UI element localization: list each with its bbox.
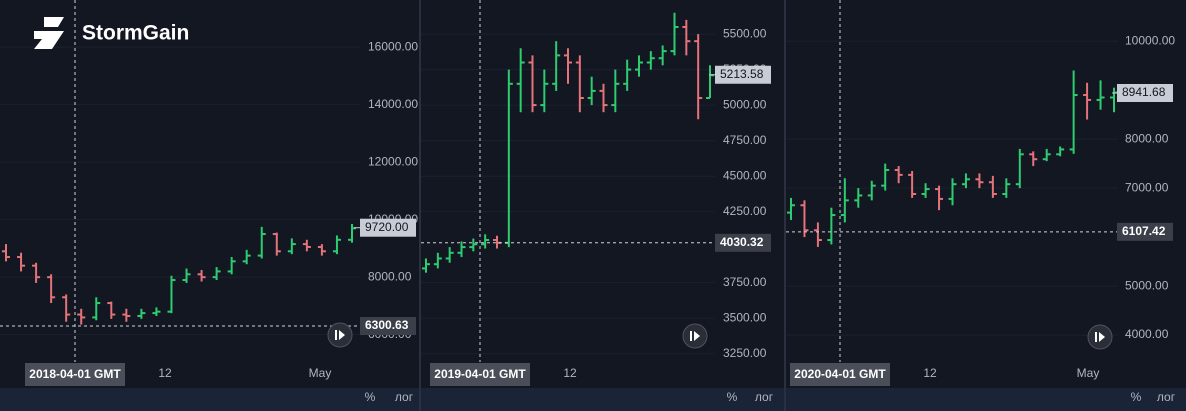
- crosshair-price: 6300.63: [365, 318, 409, 332]
- crosshair-price-box: [715, 233, 771, 252]
- x-tick-label: May: [1077, 366, 1100, 380]
- last-price: 8941.68: [1122, 85, 1166, 99]
- play-icon-bar: [690, 331, 692, 341]
- scale-button[interactable]: лог: [1157, 390, 1176, 404]
- y-tick-label: 5000.00: [1125, 278, 1169, 292]
- y-tick-label: 5000.00: [723, 97, 767, 111]
- last-price: 9720.00: [365, 220, 409, 234]
- crosshair-price: 6107.42: [1122, 224, 1166, 238]
- y-tick-label: 10000.00: [1125, 33, 1175, 47]
- y-tick-label: 8000.00: [1125, 131, 1169, 145]
- brand: StormGain: [82, 22, 189, 45]
- y-tick-label: 4500.00: [723, 168, 767, 182]
- scale-button[interactable]: %: [1131, 390, 1142, 404]
- scale-button[interactable]: %: [365, 390, 376, 404]
- crosshair-price: 4030.32: [720, 235, 764, 249]
- x-tick-label: May: [309, 366, 332, 380]
- last-price-box: [715, 65, 771, 84]
- crosshair-price-box: [360, 317, 416, 336]
- last-price-box: [360, 218, 416, 237]
- y-tick-label: 4250.00: [723, 204, 767, 218]
- y-tick-label: 12000.00: [368, 154, 418, 168]
- scale-button[interactable]: лог: [755, 390, 774, 404]
- crosshair-date: 2019-04-01 GMT: [434, 367, 526, 381]
- y-tick-label: 5500.00: [723, 26, 767, 40]
- y-tick-label: 4750.00: [723, 133, 767, 147]
- last-price-box: [1117, 83, 1173, 102]
- crosshair-date-box: [25, 363, 125, 386]
- scale-button[interactable]: лог: [395, 390, 414, 404]
- x-tick-label: 12: [158, 366, 172, 380]
- bottom-bar: [0, 388, 1186, 411]
- y-tick-label: 14000.00: [368, 97, 418, 111]
- y-tick-label: 7000.00: [1125, 180, 1169, 194]
- play-icon-bar: [1095, 332, 1097, 342]
- logo-icon: [34, 17, 64, 49]
- y-tick-label: 3500.00: [723, 310, 767, 324]
- y-tick-label: 16000.00: [368, 39, 418, 53]
- scale-button[interactable]: %: [727, 390, 738, 404]
- crosshair-date-box: [790, 363, 890, 386]
- play-icon: [339, 330, 345, 340]
- crosshair-date: 2018-04-01 GMT: [29, 367, 121, 381]
- last-price: 5213.58: [720, 67, 764, 81]
- x-tick-label: 12: [563, 366, 577, 380]
- y-tick-label: 8000.00: [368, 269, 412, 283]
- y-tick-label: 3250.00: [723, 346, 767, 360]
- y-tick-label: 4000.00: [1125, 327, 1169, 341]
- x-tick-label: 12: [923, 366, 937, 380]
- play-icon-bar: [335, 330, 337, 340]
- y-tick-label: 3750.00: [723, 275, 767, 289]
- play-icon: [694, 331, 700, 341]
- logo: StormGain: [34, 17, 189, 49]
- crosshair-date: 2020-04-01 GMT: [794, 367, 886, 381]
- crosshair-date-box: [430, 363, 530, 386]
- play-icon: [1099, 332, 1105, 342]
- crosshair-price-box: [1117, 222, 1173, 241]
- plots: 16000.00 14000.00 12000.00 10000.00 8000.00 6…: [0, 0, 1176, 404]
